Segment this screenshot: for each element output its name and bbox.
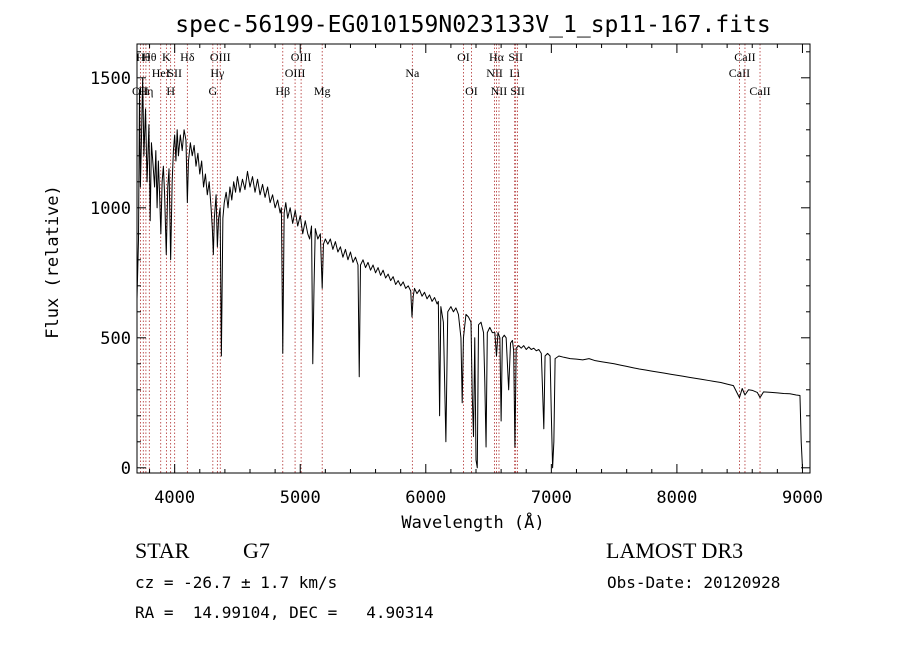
line-marker-label-2: Hη bbox=[138, 84, 153, 98]
spectrum-series bbox=[136, 77, 803, 469]
line-marker-label-9: G bbox=[209, 84, 218, 98]
line-marker-label-15: Mg bbox=[314, 84, 331, 98]
x-axis-label: Wavelength (Å) bbox=[401, 511, 544, 533]
line-marker-label-26: CaII bbox=[734, 50, 755, 64]
series-line-spectrum bbox=[136, 77, 803, 469]
x-tick-label-5: 9000 bbox=[782, 488, 823, 508]
line-marker-label-17: OI bbox=[457, 50, 470, 64]
line-marker-label-25: CaII bbox=[729, 66, 750, 80]
line-marker-label-7: SII bbox=[167, 66, 182, 80]
line-marker-label-1: Hθ bbox=[136, 50, 151, 64]
line-marker-label-11: OIII bbox=[210, 50, 231, 64]
line-marker-label-6: H bbox=[166, 84, 175, 98]
x-tick-label-4: 8000 bbox=[656, 488, 697, 508]
y-tick-label-3: 1500 bbox=[90, 69, 131, 89]
object-subclass: G7 bbox=[243, 538, 270, 563]
chart-title: spec-56199-EG010159N023133V_1_sp11-167.f… bbox=[175, 12, 770, 38]
x-tick-label-0: 4000 bbox=[154, 488, 195, 508]
line-marker-label-8: Hδ bbox=[180, 50, 195, 64]
y-tick-label-1: 500 bbox=[100, 329, 131, 349]
line-marker-label-27: CaII bbox=[749, 84, 770, 98]
line-marker-label-12: Hβ bbox=[275, 84, 290, 98]
plot-frame bbox=[136, 43, 811, 474]
line-marker-label-14: OIII bbox=[291, 50, 312, 64]
line-marker-label-13: OIII bbox=[285, 66, 306, 80]
coords-text: RA = 14.99104, DEC = 4.90314 bbox=[135, 603, 434, 622]
line-marker-label-10: Hγ bbox=[210, 66, 225, 80]
line-marker-label-21: NII bbox=[491, 84, 508, 98]
line-marker-label-0: OII bbox=[132, 84, 149, 98]
y-axis-label: Flux (relative) bbox=[43, 185, 63, 339]
obs-date-text: Obs-Date: 20120928 bbox=[607, 573, 781, 592]
x-axis-ticks: 4000 5000 6000 7000 8000 9000 bbox=[149, 44, 823, 508]
line-marker-label-19: NII bbox=[486, 66, 503, 80]
line-marker-label-22: Li bbox=[509, 66, 520, 80]
y-axis-ticks: 0 500 1000 1500 bbox=[90, 51, 810, 479]
redshift-text: cz = -26.7 ± 1.7 km/s bbox=[135, 573, 338, 592]
object-class: STAR bbox=[135, 538, 190, 563]
line-marker-label-24: SII bbox=[510, 84, 525, 98]
y-tick-label-2: 1000 bbox=[90, 199, 131, 219]
line-marker-label-3: Hθ bbox=[142, 50, 157, 64]
line-marker-label-18: OI bbox=[465, 84, 478, 98]
line-marker-label-20: Hα bbox=[489, 50, 505, 64]
x-tick-label-3: 7000 bbox=[531, 488, 572, 508]
line-marker-label-16: Na bbox=[405, 66, 420, 80]
survey-name: LAMOST DR3 bbox=[606, 538, 744, 563]
line-marker-label-23: SII bbox=[508, 50, 523, 64]
x-tick-label-2: 6000 bbox=[405, 488, 446, 508]
x-tick-label-1: 5000 bbox=[280, 488, 321, 508]
line-marker-label-5: K bbox=[162, 50, 171, 64]
line-markers: OIIHθHηHθHeIKHSIIHδGHγOIIIHβOIIIOIIIMgNa… bbox=[132, 44, 771, 473]
line-marker-label-4: HeI bbox=[152, 66, 170, 80]
y-tick-label-0: 0 bbox=[121, 459, 131, 479]
